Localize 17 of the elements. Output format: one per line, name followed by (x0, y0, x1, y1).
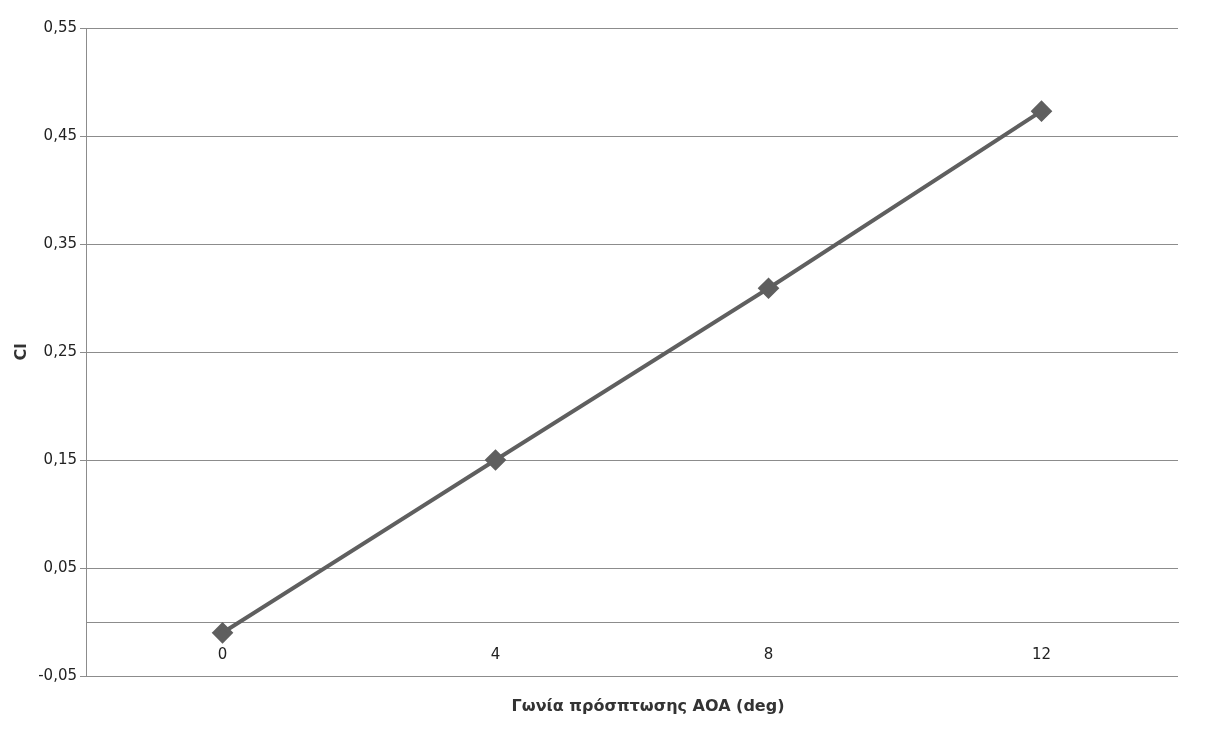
y-tick-label: 0,25 (43, 341, 78, 360)
y-tick-label: 0,55 (43, 17, 78, 36)
x-tick-label: 0 (217, 644, 228, 663)
point (485, 450, 506, 470)
x-axis-title: Γωνία πρόσπτωσης AOA (deg) (510, 696, 786, 715)
y-tick-label: 0,15 (43, 449, 78, 468)
point (1031, 101, 1052, 122)
y-tick-label: 0,35 (43, 233, 78, 252)
point (212, 622, 233, 643)
x-tick-label: 4 (490, 644, 501, 663)
y-tick-label: 0,45 (43, 125, 78, 144)
x-tick-label: 8 (763, 644, 774, 663)
y-tick-label: 0,05 (43, 557, 78, 576)
x-tick-label: 12 (1031, 644, 1052, 663)
y-axis-title: Cl (10, 343, 30, 361)
point (758, 278, 779, 299)
y-tick-label: -0,05 (38, 665, 78, 684)
